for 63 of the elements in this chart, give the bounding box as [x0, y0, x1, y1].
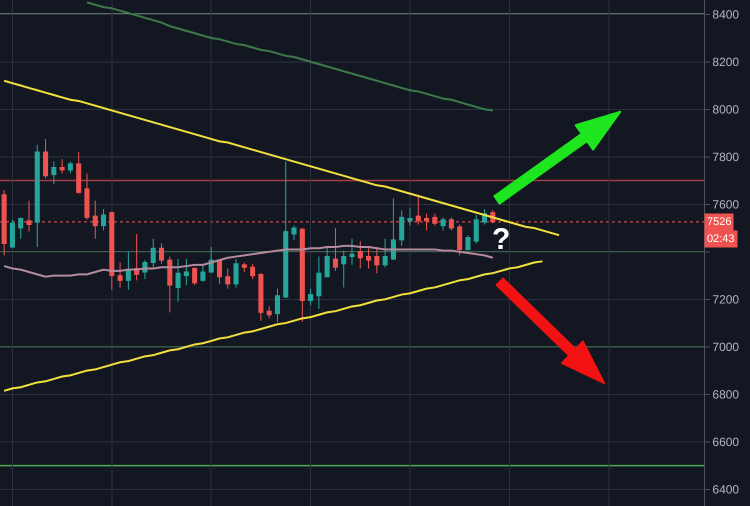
candlestick: [242, 262, 247, 272]
candlestick: [374, 246, 380, 274]
y-tick-label: 8000: [712, 102, 740, 116]
candlestick: [84, 172, 90, 220]
ref-line-label: 7526: [707, 216, 732, 228]
candlestick: [192, 266, 198, 286]
candlestick: [158, 243, 164, 264]
candlestick: [176, 258, 181, 302]
candlestick: [465, 234, 470, 252]
candlestick: [308, 288, 314, 306]
candlestick: [60, 158, 65, 174]
candlestick: [68, 161, 73, 174]
candlestick: [101, 208, 106, 231]
line-series: [3, 244, 494, 278]
candlestick: [341, 250, 346, 288]
candlestick: [399, 210, 404, 246]
y-tick-label: 8400: [712, 7, 740, 22]
candlestick: [150, 238, 156, 268]
line-series: [3, 260, 544, 392]
candlestick: [390, 198, 396, 261]
candlestick: [358, 240, 363, 269]
candlestick: [291, 225, 297, 240]
candlestick: [43, 138, 48, 179]
candlestick: [51, 161, 56, 185]
candlestick: [283, 161, 288, 299]
candlestick: [349, 238, 355, 266]
candlestick: [10, 219, 15, 249]
candlestick: [474, 214, 479, 244]
y-tick-label: 7800: [712, 150, 740, 164]
candlestick: [18, 216, 24, 240]
candlestick: [167, 256, 172, 313]
candlestick: [225, 268, 230, 290]
candlestick: [184, 258, 189, 286]
candlestick: [440, 216, 446, 231]
candlestick: [274, 288, 280, 322]
y-tick-label: 6600: [712, 435, 740, 450]
candlestick: [200, 264, 206, 282]
y-tick-label: 7600: [712, 198, 740, 212]
candlestick: [324, 246, 330, 278]
y-tick-label: 7200: [712, 292, 740, 307]
candlestick: [118, 262, 123, 288]
candlestick: [250, 263, 256, 280]
candlestick: [448, 216, 454, 231]
candlestick: [316, 256, 322, 310]
candlestick: [126, 251, 131, 290]
annotation: ?: [492, 223, 510, 256]
y-tick-label: 8200: [712, 54, 740, 69]
candlestick: [234, 258, 239, 288]
candlestick: [457, 224, 462, 256]
candlestick: [382, 238, 388, 268]
y-tick-label: 7000: [712, 340, 740, 354]
candlestick: [258, 272, 264, 322]
candlestick: [366, 248, 372, 269]
candlestick: [266, 306, 272, 319]
line-series: [86, 1, 494, 112]
annotation: 02:43: [707, 233, 735, 245]
candlestick: [76, 152, 82, 194]
candlestick: [407, 207, 413, 226]
candlestick: [332, 228, 338, 272]
y-tick-label: 6800: [712, 388, 740, 402]
candlestick: [34, 144, 40, 248]
y-tick-label: 6400: [712, 482, 740, 497]
candlestick: [300, 228, 305, 322]
